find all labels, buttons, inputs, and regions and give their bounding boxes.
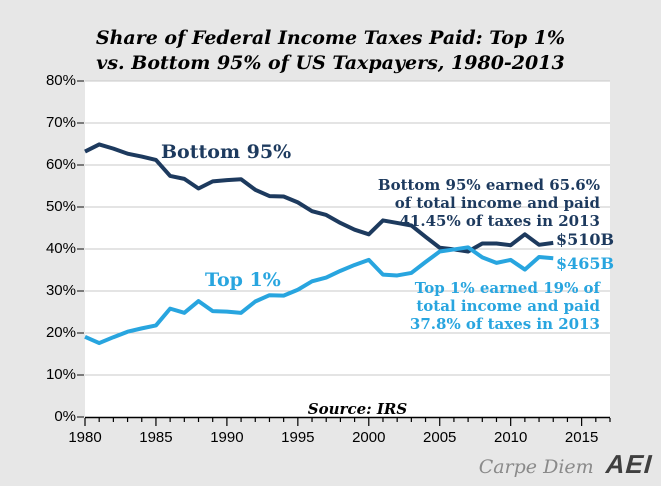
series-label-bottom95: Bottom 95%	[161, 141, 292, 163]
end-label-top1: $465B	[556, 254, 615, 273]
series-label-top1: Top 1%	[205, 269, 281, 291]
end-label-bottom95: $510B	[556, 230, 615, 249]
chart-title-line1: Share of Federal Income Taxes Paid: Top …	[95, 27, 566, 49]
footer: Carpe Diem AEI	[478, 449, 654, 480]
y-axis-tick-label: 50%	[45, 198, 76, 215]
y-axis-tick-label: 30%	[45, 282, 76, 299]
x-axis-tick-label: 1980	[68, 429, 102, 446]
carpe-diem-credit: Carpe Diem	[478, 456, 594, 478]
y-axis-tick-label: 80%	[45, 72, 76, 89]
y-axis-tick-label: 0%	[54, 408, 76, 425]
series-line-bottom-95-	[84, 142, 554, 254]
note-bottom95: Bottom 95% earned 65.6% of total income …	[378, 176, 600, 230]
y-axis-tick-label: 20%	[45, 324, 76, 341]
x-axis-tick-label: 1985	[139, 429, 173, 446]
note-bottom95-line2: of total income and paid	[394, 194, 600, 212]
y-axis-tick-label: 10%	[45, 366, 76, 383]
note-top1: Top 1% earned 19% of total income and pa…	[410, 279, 600, 333]
note-top1-line2: total income and paid	[416, 297, 600, 315]
x-axis-tick-label: 1990	[210, 429, 244, 446]
source-note: Source: IRS	[307, 400, 408, 418]
y-axis-tick-label: 40%	[45, 240, 76, 257]
note-bottom95-line1: Bottom 95% earned 65.6%	[377, 176, 600, 194]
note-top1-line1: Top 1% earned 19% of	[414, 279, 600, 297]
x-axis-tick-label: 1995	[281, 429, 315, 446]
x-axis-tick-label: 2015	[564, 429, 599, 446]
note-bottom95-line3: 41.45% of taxes in 2013	[399, 212, 600, 230]
aei-logo: AEI	[604, 449, 654, 479]
x-axis-tick-label: 2010	[493, 429, 528, 446]
y-axis-tick-label: 70%	[45, 114, 76, 131]
chart-title: Share of Federal Income Taxes Paid: Top …	[0, 26, 661, 76]
series-line-top-1-	[84, 245, 554, 346]
x-axis-tick-label: 2000	[352, 429, 386, 446]
chart-title-line2: vs. Bottom 95% of US Taxpayers, 1980-201…	[96, 52, 565, 74]
note-top1-line3: 37.8% of taxes in 2013	[409, 315, 600, 333]
x-axis-tick-label: 2005	[423, 429, 457, 446]
y-axis-tick-label: 60%	[45, 156, 76, 173]
